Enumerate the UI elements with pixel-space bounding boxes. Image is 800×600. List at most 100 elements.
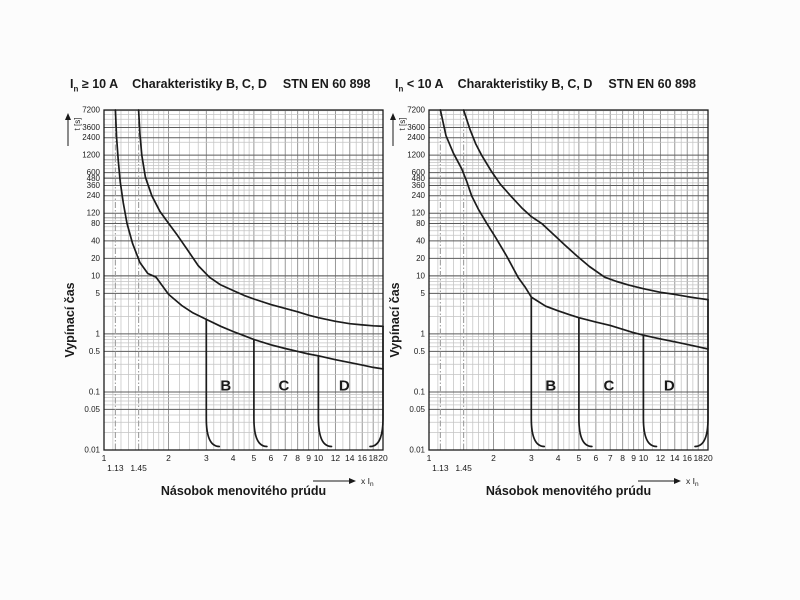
y-tick-label: 10 — [416, 271, 425, 280]
x-tick-label-reference: 1.45 — [130, 463, 147, 473]
x-tick-label: 3 — [529, 453, 534, 463]
x-tick-label: 10 — [314, 453, 324, 463]
upper-bound-20x-line — [694, 298, 709, 448]
x-tick-labels: 1 2 3 4 5 6 7 8 9 10 12 14 16 18 201.13 1.45 — [102, 453, 388, 473]
y-tick-label: 20 — [91, 254, 100, 263]
x-tick-label: 20 — [378, 453, 388, 463]
y-tick-label: 40 — [416, 236, 425, 245]
y-tick-label: 0.1 — [89, 387, 101, 396]
x-tick-label: 8 — [620, 453, 625, 463]
y-tick-label: 0.5 — [414, 347, 426, 356]
x-tick-label: 8 — [295, 453, 300, 463]
y-tick-label: 5 — [96, 289, 101, 298]
x-tick-label-reference: 1.45 — [455, 463, 472, 473]
x-tick-label: 3 — [204, 453, 209, 463]
D-magnetic-trip-line — [317, 354, 333, 448]
y-tick-label: 3600 — [407, 123, 425, 132]
plot-background — [429, 110, 708, 450]
x-arrow-unit-label: x In — [686, 476, 699, 488]
y-axis-title: Vypínací čas — [388, 282, 402, 357]
characteristics-label: Charakteristiky B, C, D — [457, 77, 593, 91]
B-magnetic-trip-line — [530, 296, 546, 448]
D-magnetic-trip-line — [642, 334, 658, 448]
y-tick-label: 120 — [87, 209, 101, 218]
y-tick-label: 240 — [412, 191, 426, 200]
x-tick-label: 5 — [577, 453, 582, 463]
lower-trip-limit-curve — [114, 109, 384, 370]
y-tick-label: 80 — [416, 219, 425, 228]
y-tick-label: 600 — [412, 168, 426, 177]
x-tick-label: 20 — [703, 453, 713, 463]
y-tick-label: 1 — [421, 329, 426, 338]
chart-in-ge-10a: In ≥ 10 A Charakteristiky B, C, D STN EN 6… — [58, 74, 400, 514]
x-tick-label: 6 — [269, 453, 274, 463]
standard-label: STN EN 60 898 — [608, 77, 696, 91]
trip-curve-plot: 7200360024001200600480360240120804020105… — [388, 106, 713, 499]
lower-trip-limit-curve — [439, 109, 709, 350]
y-tick-label: 0.05 — [84, 405, 100, 414]
y-tick-label: 0.1 — [414, 387, 426, 396]
y-tick-label: 10 — [91, 271, 100, 280]
y-tick-label: 120 — [412, 209, 426, 218]
x-tick-label: 4 — [231, 453, 236, 463]
upper-trip-limit-curve — [137, 109, 384, 328]
x-tick-label: 18 — [368, 453, 378, 463]
x-tick-label-reference: 1.13 — [432, 463, 449, 473]
x-tick-label: 12 — [656, 453, 666, 463]
y-axis-arrow: t [s] — [65, 113, 82, 146]
y-tick-label: 0.01 — [84, 446, 100, 455]
trip-curve-plot: 7200360024001200600480360240120804020105… — [63, 106, 388, 499]
x-tick-label: 4 — [556, 453, 561, 463]
plot-border — [103, 109, 384, 451]
zone-label-C: C — [278, 377, 289, 394]
x-tick-labels: 1 2 3 4 5 6 7 8 9 10 12 14 16 18 201.13 1.45 — [427, 453, 713, 473]
x-tick-label: 2 — [166, 453, 171, 463]
x-arrow-unit-label: x In — [361, 476, 374, 488]
x-tick-label: 16 — [682, 453, 692, 463]
y-arrow-head — [390, 113, 396, 120]
y-tick-label: 480 — [87, 174, 101, 183]
y-tick-label: 0.5 — [89, 347, 101, 356]
x-tick-label: 7 — [283, 453, 288, 463]
y-axis-title: Vypínací čas — [63, 282, 77, 357]
x-tick-label: 9 — [631, 453, 636, 463]
y-tick-label: 1 — [96, 329, 101, 338]
x-tick-label: 14 — [670, 453, 680, 463]
characteristics-label: Charakteristiky B, C, D — [132, 77, 267, 91]
x-tick-label: 10 — [639, 453, 649, 463]
chart-title: In ≥ 10 A Charakteristiky B, C, D STN EN 6… — [70, 74, 400, 98]
x-tick-label: 9 — [306, 453, 311, 463]
y-tick-label: 0.05 — [409, 405, 425, 414]
x-tick-label: 18 — [693, 453, 703, 463]
y-arrow-head — [65, 113, 71, 120]
y-tick-label: 7200 — [82, 106, 100, 115]
x-tick-label: 1 — [427, 453, 432, 463]
y-tick-label: 360 — [412, 181, 426, 190]
y-tick-label: 2400 — [82, 133, 100, 142]
x-axis-title: Násobok menovitého prúdu — [486, 484, 651, 498]
x-axis-title: Násobok menovitého prúdu — [161, 484, 326, 498]
x-tick-label: 12 — [331, 453, 341, 463]
y-tick-label: 360 — [87, 181, 101, 190]
y-arrow-unit-label: t [s] — [73, 118, 82, 131]
x-arrow-head — [349, 478, 356, 484]
rated-current-condition: In ≥ 10 A — [70, 77, 119, 94]
y-arrow-unit-label: t [s] — [398, 118, 407, 131]
y-tick-label: 7200 — [407, 106, 425, 115]
y-tick-label: 20 — [416, 254, 425, 263]
y-tick-label: 40 — [91, 236, 100, 245]
zone-label-B: B — [545, 377, 556, 394]
rated-current-condition: In < 10 A — [395, 77, 444, 94]
standard-label: STN EN 60 898 — [282, 77, 371, 91]
y-tick-label: 1200 — [407, 151, 425, 160]
y-tick-label: 0.01 — [409, 446, 425, 455]
x-tick-label: 2 — [491, 453, 496, 463]
plot-border — [428, 109, 709, 451]
B-magnetic-trip-line — [205, 318, 221, 448]
x-tick-label-reference: 1.13 — [107, 463, 124, 473]
x-tick-label: 1 — [102, 453, 107, 463]
y-tick-label: 240 — [87, 191, 101, 200]
x-tick-label: 6 — [594, 453, 599, 463]
upper-trip-limit-curve — [462, 109, 709, 301]
